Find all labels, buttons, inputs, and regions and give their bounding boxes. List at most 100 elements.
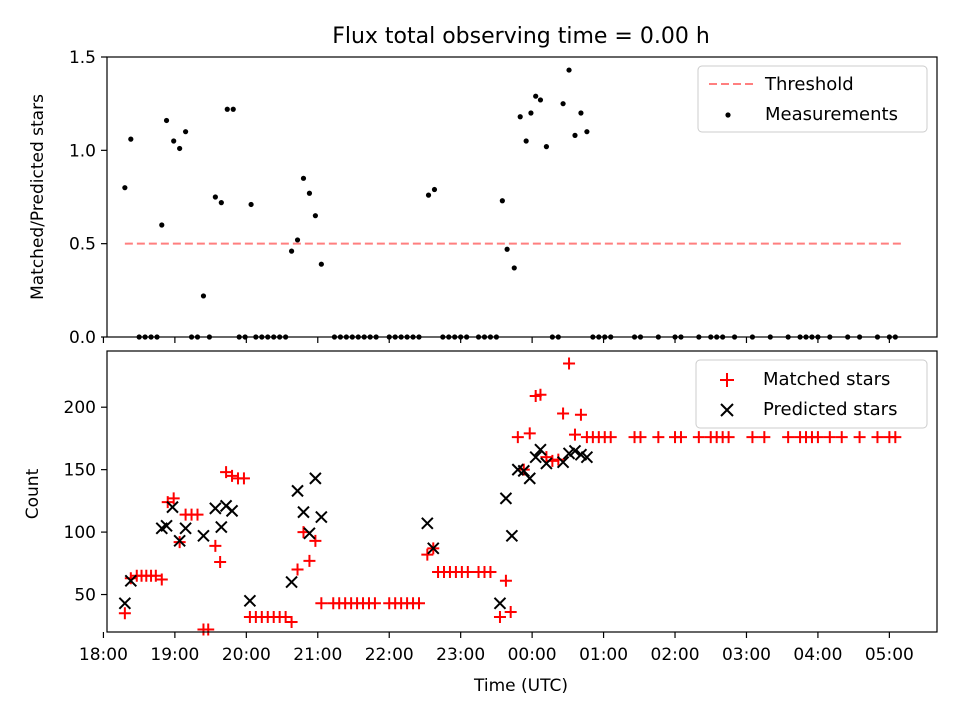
x-tick-label: 22:00: [365, 645, 414, 665]
measurement-point: [306, 190, 313, 196]
matched-star-point: [674, 431, 687, 444]
measurement-point: [566, 67, 572, 73]
legend-threshold-label: Threshold: [764, 74, 854, 95]
top-axes-frame: [106, 56, 938, 338]
measurement-point: [431, 186, 438, 193]
matched-star-point: [652, 431, 665, 444]
matched-star-point: [534, 388, 547, 401]
bottom-y-ticks: 50 100 150 200: [64, 398, 107, 606]
predicted-star-point: [517, 464, 530, 478]
matched-star-point: [285, 616, 298, 629]
x-tick-label: 03:00: [722, 645, 771, 665]
top-y-tick-label: 0.5: [69, 235, 96, 255]
predicted-star-point: [568, 444, 582, 458]
legend-measurements-marker: [725, 112, 731, 118]
legend-measurements-label: Measurements: [765, 104, 898, 125]
top-y-tick-label: 1.5: [69, 48, 96, 68]
measurement-point: [163, 117, 170, 124]
measurement-point: [572, 132, 578, 138]
matched-star-point: [557, 407, 570, 420]
measurement-point: [294, 237, 301, 243]
matched-star-point: [523, 427, 536, 440]
predicted-star-point: [297, 505, 310, 519]
x-tick-label: 01:00: [579, 645, 628, 665]
predicted-star-point: [580, 450, 594, 464]
predicted-star-point: [556, 455, 570, 469]
measurement-point: [128, 136, 134, 142]
measurement-point: [523, 138, 529, 144]
matched-star-point: [758, 431, 771, 444]
matched-star-point: [604, 431, 617, 444]
matched-star-point: [412, 597, 425, 610]
measurement-point: [182, 129, 189, 135]
matched-star-point: [746, 431, 759, 444]
measurement-point: [300, 175, 307, 181]
matched-star-point: [853, 431, 866, 444]
predicted-star-point: [285, 575, 298, 589]
predicted-star-point: [291, 484, 304, 498]
matched-star-point: [167, 492, 180, 505]
top-x-ticks: [102, 337, 890, 343]
predicted-star-point: [243, 594, 257, 607]
matched-star-point: [421, 548, 434, 561]
matched-star-point: [811, 431, 824, 444]
measurement-point: [517, 114, 523, 120]
predicted-star-point: [197, 529, 210, 543]
matched-star-point: [499, 574, 512, 587]
matched-star-point: [634, 431, 647, 444]
top-y-tick-label: 0.0: [69, 328, 96, 348]
x-tick-label: 19:00: [150, 645, 199, 665]
measurement-point: [499, 198, 505, 204]
measurement-point: [533, 93, 539, 99]
predicted-star-point: [499, 492, 513, 505]
predicted-star-point: [427, 542, 440, 555]
predicted-star-point: [209, 502, 222, 515]
measurement-point: [578, 110, 584, 116]
chart-title: Flux total observing time = 0.00 h: [332, 24, 710, 49]
bottom-legend: Matched stars Predicted stars: [695, 359, 928, 429]
measurement-point: [318, 261, 324, 267]
predicted-star-point: [303, 527, 316, 540]
x-tick-label: 04:00: [793, 645, 842, 665]
x-tick-label: 20:00: [222, 645, 271, 665]
predicted-star-point: [309, 472, 322, 485]
bottom-y-tick-label: 200: [64, 398, 96, 418]
matched-star-point: [889, 431, 902, 444]
measurement-point: [504, 246, 510, 252]
x-axis-label: Time (UTC): [473, 676, 568, 696]
x-tick-label: 05:00: [865, 645, 914, 665]
matched-star-point: [782, 431, 795, 444]
predicted-star-point: [160, 519, 173, 533]
bottom-y-axis-label: Count: [23, 468, 43, 519]
measurement-point: [218, 200, 224, 206]
measurement-point: [560, 101, 566, 107]
predicted-star-point: [540, 457, 553, 470]
x-tick-label: 21:00: [293, 645, 342, 665]
matched-star-point: [124, 572, 137, 585]
x-tick-label: 00:00: [508, 645, 557, 665]
bottom-panel: 50 100 150 200 18:00 19:00 20:00 21:00 22:00 23:…: [23, 350, 938, 696]
matched-star-point: [835, 431, 848, 444]
matched-star-point: [315, 597, 328, 610]
predicted-star-point: [179, 522, 192, 535]
matched-star-point: [568, 428, 581, 441]
measurement-point: [584, 129, 590, 135]
matched-star-point: [563, 357, 576, 370]
matched-star-point: [823, 431, 836, 444]
matched-star-point: [692, 431, 705, 444]
top-panel: 0.0 0.5 1.0 1.5 Matched/Predicted stars Thr…: [28, 48, 938, 348]
matched-star-point: [722, 431, 735, 444]
matched-star-point: [574, 408, 587, 421]
matched-star-point: [202, 623, 215, 636]
predicted-star-point: [173, 534, 186, 548]
top-y-ticks: 0.0 0.5 1.0 1.5: [69, 48, 107, 348]
measurement-point: [159, 222, 165, 228]
matched-star-point: [552, 453, 565, 466]
bottom-y-tick-label: 50: [74, 586, 96, 606]
bottom-plot-marks: [118, 357, 902, 636]
matched-star-point: [368, 597, 381, 610]
matched-star-point: [461, 566, 474, 579]
predicted-star-point: [493, 597, 507, 610]
measurement-point: [312, 213, 318, 219]
